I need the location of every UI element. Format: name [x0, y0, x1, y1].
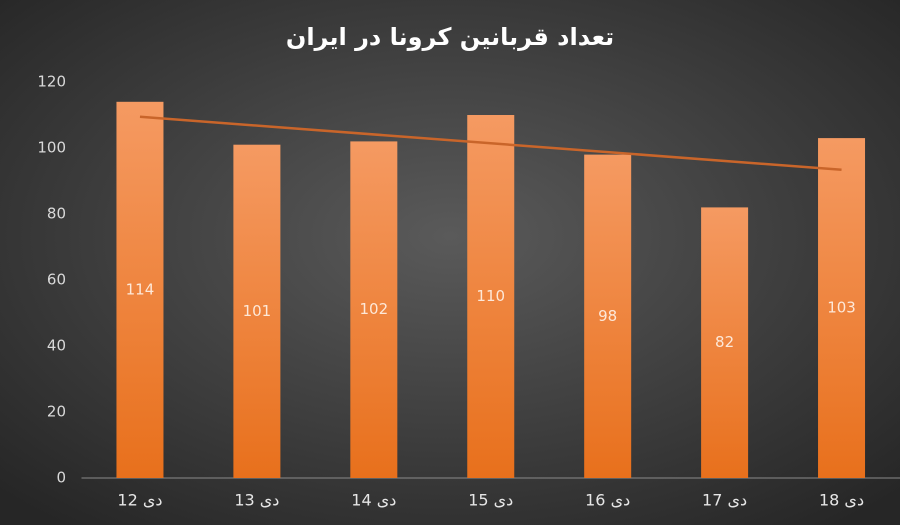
y-tick-label: 100: [37, 139, 66, 157]
value-label: 114: [126, 280, 155, 298]
bar: [233, 144, 281, 478]
y-tick-label: 0: [56, 469, 66, 487]
bar: [350, 141, 398, 478]
chart-title: تعداد قربانین کرونا در ایران: [286, 23, 614, 51]
value-label: 103: [827, 299, 856, 317]
x-tick-label: 16 دی: [585, 491, 630, 510]
y-tick-label: 40: [47, 337, 66, 355]
x-tick-label: 14 دی: [351, 491, 396, 510]
y-tick-label: 60: [47, 271, 66, 289]
value-label: 101: [243, 302, 272, 320]
trendline: [139, 115, 842, 172]
x-tick-label: 12 دی: [117, 491, 162, 510]
x-tick-label: 17 دی: [702, 491, 747, 510]
bar: [701, 207, 749, 478]
value-label: 98: [598, 307, 617, 325]
x-tick-label: 15 دی: [468, 491, 513, 510]
y-tick-label: 120: [37, 73, 66, 91]
bar: [467, 115, 515, 478]
y-tick-label: 20: [47, 403, 66, 421]
value-label: 82: [715, 333, 734, 351]
bar: [818, 138, 866, 478]
x-tick-label: 13 دی: [234, 491, 279, 510]
y-tick-label: 80: [47, 205, 66, 223]
bar: [116, 101, 164, 479]
x-tick-label: 18 دی: [819, 491, 864, 510]
bar: [584, 154, 632, 478]
value-label: 102: [360, 300, 389, 318]
value-label: 110: [476, 287, 505, 305]
